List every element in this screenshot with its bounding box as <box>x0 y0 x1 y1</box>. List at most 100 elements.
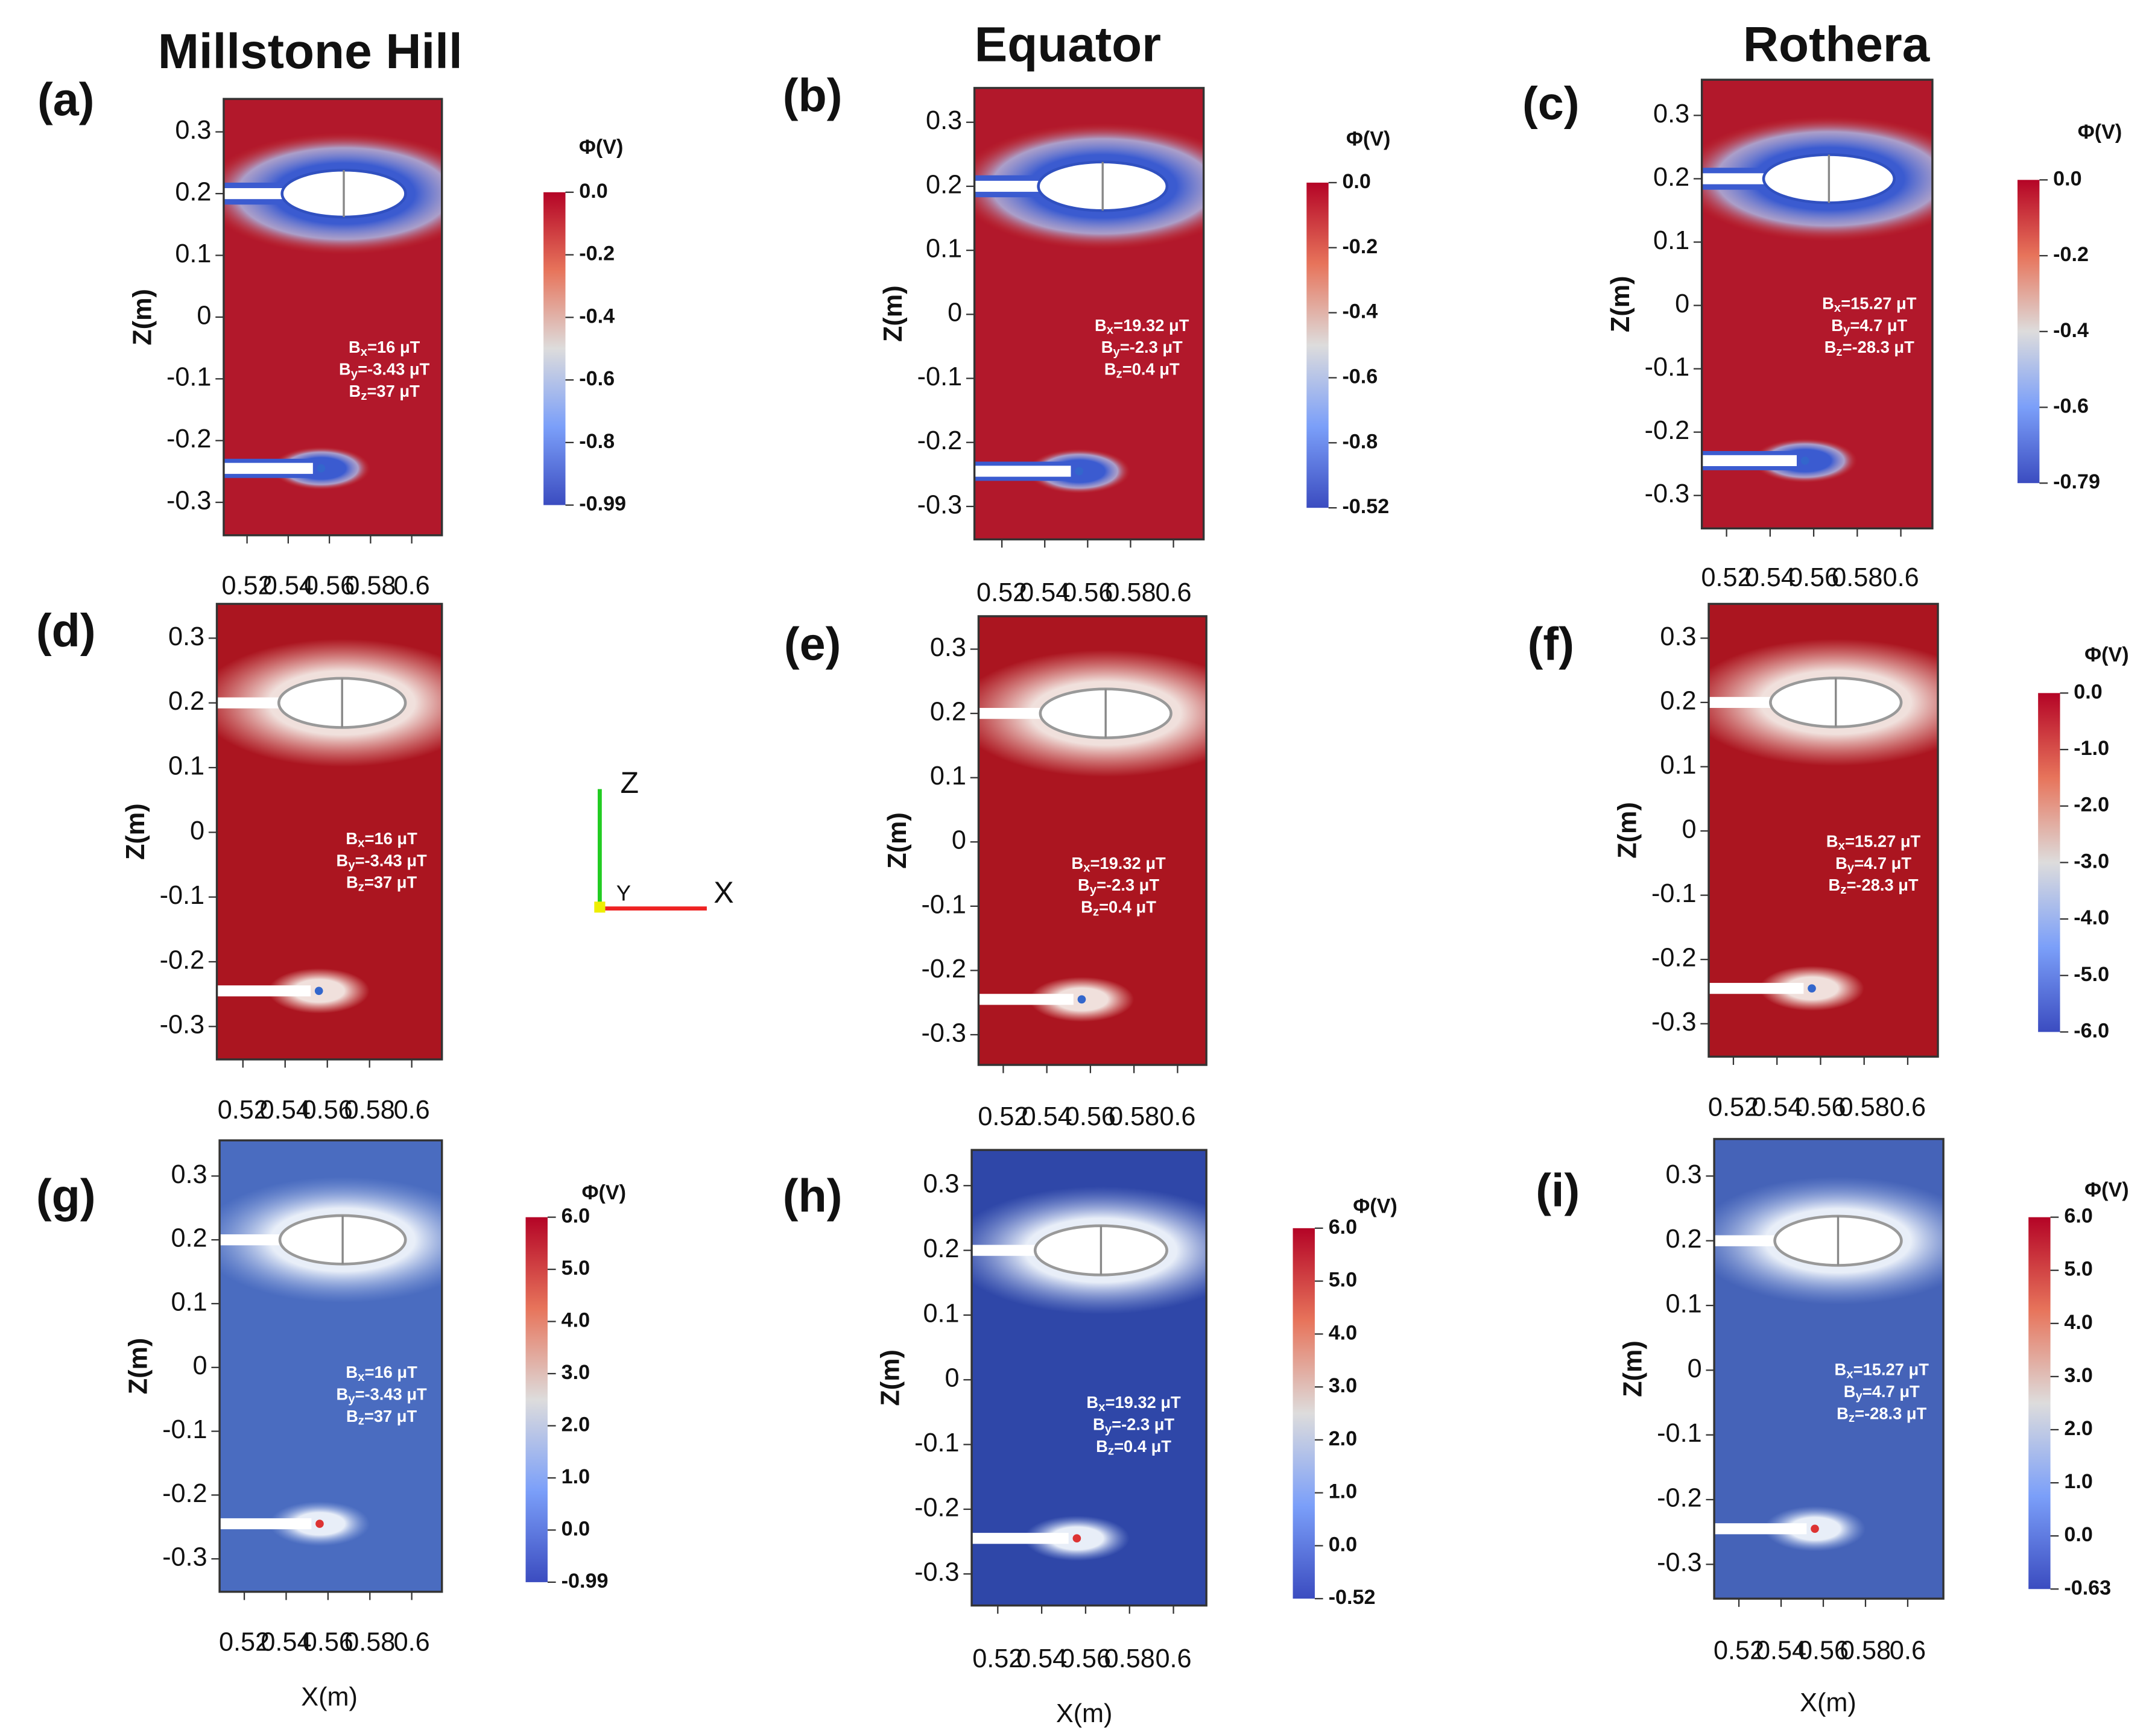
z-tick-label: 0.2 <box>926 170 962 199</box>
z-tick-label: 0.1 <box>1666 1289 1702 1318</box>
field-annotation: By=-2.3 μT <box>1101 338 1183 359</box>
z-tick-label: 0.1 <box>175 239 211 268</box>
plot-area <box>220 1140 442 1592</box>
field-part: z <box>1108 1444 1114 1458</box>
column-title: Rothera <box>1743 17 1931 72</box>
field-part: z <box>361 389 367 403</box>
colorbar-tick-label: 1.0 <box>2064 1470 2092 1493</box>
field-part: y <box>1855 1389 1862 1403</box>
plot-area <box>1709 604 1938 1057</box>
colorbar-tick-label: 5.0 <box>562 1257 590 1280</box>
colorbar-tick-label: 5.0 <box>1329 1269 1357 1292</box>
z-tick-label: -0.2 <box>921 955 966 983</box>
z-tick-label: 0.2 <box>175 178 211 207</box>
field-annotation: Bx=15.27 μT <box>1826 832 1921 853</box>
field-part: x <box>361 345 368 359</box>
field-part: B <box>1824 338 1837 356</box>
colorbar-title: Φ(V) <box>581 1181 626 1204</box>
field-annotation: By=4.7 μT <box>1835 854 1911 875</box>
field-part: B <box>1835 854 1847 873</box>
field-annotation: Bz=37 μT <box>346 1407 417 1428</box>
z-tick-label: -0.1 <box>1651 879 1696 908</box>
z-tick-label: 0.2 <box>1666 1225 1702 1254</box>
x-tick-label: 0.54 <box>261 1628 311 1657</box>
boom <box>972 1533 1069 1544</box>
plot-frame <box>218 1139 443 1593</box>
x-tick-label: 0.52 <box>1714 1636 1764 1665</box>
x-tick-label: 0.54 <box>1016 1644 1067 1673</box>
field-part: B <box>1078 876 1090 894</box>
z-tick-label: -0.2 <box>1651 944 1696 973</box>
x-tick-label: 0.52 <box>1708 1093 1759 1122</box>
plot-area <box>1701 80 1932 529</box>
z-tick-label: 0.3 <box>1666 1160 1702 1189</box>
field-part: B <box>349 338 361 356</box>
colorbar <box>2017 180 2040 484</box>
field-annotation: Bz=-28.3 μT <box>1837 1404 1926 1425</box>
triad-label: X <box>714 876 733 909</box>
z-axis-label: Z(m) <box>124 1338 153 1395</box>
colorbar <box>2028 1217 2051 1589</box>
boom <box>220 1518 312 1530</box>
z-tick-label: 0 <box>190 816 204 845</box>
field-part: =-3.43 μT <box>355 851 427 870</box>
colorbar <box>543 192 566 505</box>
field-annotation: Bz=37 μT <box>346 873 417 894</box>
colorbar-title: Φ(V) <box>1346 127 1391 150</box>
x-tick-label: 0.58 <box>1832 563 1882 592</box>
z-tick-label: 0 <box>193 1351 207 1380</box>
x-tick-label: 0.58 <box>344 1096 395 1125</box>
colorbar-title: Φ(V) <box>2084 643 2128 666</box>
z-tick-label: -0.2 <box>1645 416 1689 445</box>
colorbar-tick-label: -0.4 <box>2053 319 2089 342</box>
field-part: B <box>336 851 348 870</box>
probe <box>1811 1524 1819 1533</box>
boom <box>978 708 1043 719</box>
field-part: =-2.3 μT <box>1112 1415 1174 1434</box>
field-part: y <box>348 858 355 872</box>
z-tick-label: 0.3 <box>926 106 962 135</box>
field-part: B <box>1071 854 1083 873</box>
x-tick-label: 0.52 <box>218 1096 268 1125</box>
probe <box>1072 1534 1081 1543</box>
field-part: z <box>358 1414 364 1428</box>
field-part: B <box>349 382 361 400</box>
probe <box>315 1520 324 1528</box>
z-tick-label: -0.1 <box>914 1428 959 1457</box>
z-tick-label: -0.2 <box>162 1479 207 1508</box>
field-part: =16 μT <box>367 338 420 356</box>
z-tick-label: 0.3 <box>171 1160 207 1189</box>
field-part: =-3.43 μT <box>355 1385 427 1404</box>
field-part: B <box>1095 316 1107 335</box>
x-tick-label: 0.6 <box>1156 578 1192 607</box>
colorbar-tick-label: 2.0 <box>1329 1427 1357 1450</box>
colorbar-tick-label: -0.52 <box>1329 1586 1376 1609</box>
x-tick-label: 0.58 <box>1840 1636 1891 1665</box>
field-part: B <box>1086 1393 1098 1412</box>
field-part: =15.27 μT <box>1841 294 1917 313</box>
field-part: =0.4 μT <box>1122 360 1180 379</box>
plot-frame <box>977 615 1207 1066</box>
field-part: B <box>1081 898 1093 917</box>
x-tick-label: 0.54 <box>260 1096 311 1125</box>
z-axis-label: Z(m) <box>1619 1340 1648 1397</box>
z-tick-label: 0.3 <box>923 1170 959 1199</box>
field-part: =37 μT <box>367 382 420 400</box>
colorbar-tick-label: -1.0 <box>2074 737 2109 760</box>
colorbar-tick-label: -0.2 <box>2053 243 2089 266</box>
panel-label: (e) <box>784 619 841 671</box>
field-part: =-28.3 μT <box>1846 876 1918 894</box>
colorbar-title: Φ(V) <box>2084 1178 2128 1201</box>
field-annotation: Bz=37 μT <box>349 382 420 403</box>
x-axis-label: X(m) <box>301 1683 358 1712</box>
panel-label: (d) <box>36 605 96 657</box>
z-tick-label: -0.3 <box>160 1011 204 1040</box>
colorbar-tick-label: 1.0 <box>562 1465 590 1488</box>
x-tick-label: 0.54 <box>1756 1636 1806 1665</box>
field-part: B <box>336 1385 348 1404</box>
colorbar-tick-label: 0.0 <box>1342 170 1370 193</box>
z-axis-label: Z(m) <box>883 812 912 869</box>
